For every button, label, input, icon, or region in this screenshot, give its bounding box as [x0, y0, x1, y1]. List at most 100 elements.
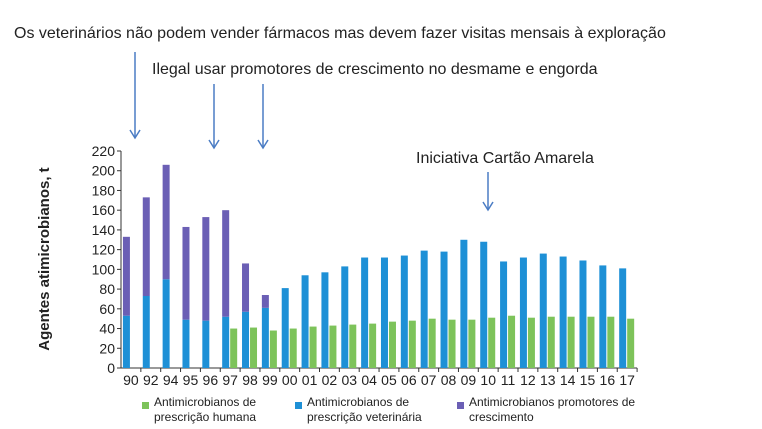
x-tick-label: 14 [560, 372, 576, 388]
bar-human-13 [547, 316, 555, 368]
bar-human-03 [349, 324, 357, 368]
x-tick-label: 96 [203, 372, 219, 388]
y-tick-label: 60 [99, 301, 115, 317]
bar-growth-99 [261, 295, 269, 308]
x-tick-label: 08 [441, 372, 457, 388]
x-tick-label: 13 [540, 372, 556, 388]
bar-human-02 [329, 325, 337, 368]
arrow-99-head [257, 139, 269, 150]
bar-vet-96 [202, 320, 210, 368]
bar-growth-94 [162, 164, 170, 280]
y-tick-label: 220 [92, 143, 116, 159]
y-tick-label: 120 [92, 242, 116, 258]
bar-vet-16 [599, 265, 607, 368]
legend-swatch-0 [142, 402, 149, 409]
y-tick-label: 100 [92, 261, 116, 277]
x-tick-label: 16 [600, 372, 616, 388]
x-tick-label: 92 [143, 372, 159, 388]
x-tick-label: 02 [322, 372, 338, 388]
bar-human-12 [527, 317, 535, 368]
x-tick-label: 95 [183, 372, 199, 388]
x-tick-label: 04 [361, 372, 377, 388]
bar-vet-08 [440, 251, 448, 368]
bar-vet-07 [420, 250, 428, 368]
arrow-96-head [208, 139, 220, 150]
bar-vet-94 [162, 279, 170, 368]
annotation-yellow-card: Iniciativa Cartão Amarela [416, 150, 594, 167]
x-tick-label: 11 [501, 372, 516, 388]
y-axis-label: Agentes atimicrobianos, t [36, 167, 53, 350]
bar-vet-95 [182, 319, 190, 368]
legend-label-1: Antimicrobianos de prescrição veterinária [307, 395, 422, 424]
bar-human-09 [468, 319, 476, 368]
bar-human-01 [309, 326, 317, 368]
x-tick-label: 05 [381, 372, 397, 388]
y-tick-label: 180 [92, 182, 116, 198]
bar-vet-03 [341, 266, 349, 368]
bar-human-14 [567, 316, 575, 368]
bar-human-04 [369, 323, 377, 368]
x-tick-label: 98 [242, 372, 258, 388]
bar-vet-90 [122, 315, 130, 368]
y-tick-label: 0 [107, 360, 115, 376]
bar-vet-11 [500, 261, 508, 368]
bar-vet-02 [321, 272, 329, 368]
bar-growth-96 [202, 217, 210, 321]
legend-label-0: Antimicrobianos de prescrição humana [154, 395, 256, 424]
bar-human-16 [607, 316, 615, 368]
bar-vet-10 [480, 241, 488, 368]
y-tick-label: 80 [99, 281, 115, 297]
bar-human-06 [408, 320, 416, 368]
legend-swatch-2 [457, 402, 464, 409]
x-tick-label: 03 [341, 372, 357, 388]
bar-vet-15 [579, 260, 587, 368]
annotation-vets: Os veterinários não podem vender fármaco… [14, 25, 666, 42]
bar-vet-92 [142, 295, 150, 368]
bar-vet-00 [281, 288, 289, 368]
x-tick-label: 01 [302, 372, 318, 388]
x-tick-label: 07 [421, 372, 437, 388]
bar-human-10 [488, 317, 496, 368]
bar-vet-17 [619, 268, 627, 368]
bar-human-98 [250, 327, 258, 368]
bar-growth-97 [222, 210, 230, 317]
bar-vet-06 [400, 255, 408, 368]
x-tick-label: 15 [580, 372, 596, 388]
x-tick-label: 97 [222, 372, 238, 388]
y-tick-label: 200 [92, 163, 116, 179]
bar-human-99 [269, 330, 277, 368]
x-tick-label: 06 [401, 372, 417, 388]
x-tick-label: 90 [123, 372, 139, 388]
annotation-growth-promoters: Ilegal usar promotores de crescimento no… [152, 61, 598, 78]
bar-vet-12 [519, 257, 527, 368]
bar-human-11 [508, 315, 516, 368]
x-tick-label: 09 [461, 372, 477, 388]
bar-vet-01 [301, 275, 309, 368]
bar-growth-90 [122, 236, 130, 316]
bar-growth-98 [242, 263, 250, 312]
x-tick-label: 94 [163, 372, 179, 388]
bar-human-07 [428, 318, 436, 368]
bar-human-97 [230, 328, 238, 368]
x-tick-label: 17 [619, 372, 635, 388]
bar-human-08 [448, 319, 456, 368]
bar-vet-05 [380, 257, 388, 368]
arrow-90-head [129, 129, 141, 140]
bar-vet-99 [261, 307, 269, 368]
legend-swatch-1 [295, 402, 302, 409]
bar-vet-97 [222, 316, 230, 368]
y-tick-label: 40 [99, 321, 115, 337]
y-tick-label: 20 [99, 340, 115, 356]
legend-label-2: Antimicrobianos promotores de crescimento [469, 395, 635, 424]
bar-vet-14 [559, 256, 567, 368]
bar-human-15 [587, 316, 595, 368]
bar-vet-09 [460, 239, 468, 368]
bar-vet-04 [361, 257, 369, 368]
bar-human-00 [289, 328, 297, 368]
y-tick-label: 140 [92, 222, 116, 238]
x-tick-label: 10 [480, 372, 496, 388]
bar-growth-95 [182, 226, 190, 320]
bar-human-05 [388, 321, 396, 368]
